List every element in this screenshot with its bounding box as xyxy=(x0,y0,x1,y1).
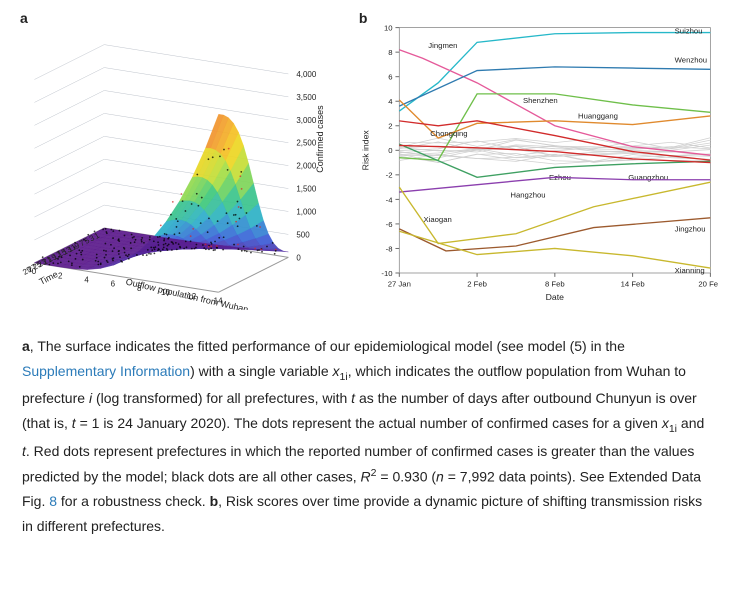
svg-text:-10: -10 xyxy=(381,269,392,278)
svg-text:2,500: 2,500 xyxy=(296,139,317,148)
svg-text:8 Feb: 8 Feb xyxy=(545,280,565,289)
panel-b: b -10 -8 -6 -4 -2 0 2 4 6 8 10 27 Jan 2 Feb 8 Feb 14 F… xyxy=(351,8,718,310)
caption-var: R xyxy=(361,468,371,484)
svg-text:27 Jan: 27 Jan xyxy=(388,280,411,289)
svg-text:1,000: 1,000 xyxy=(296,207,317,216)
svg-text:4: 4 xyxy=(388,97,393,106)
caption-a-label: a xyxy=(22,338,30,354)
svg-text:10: 10 xyxy=(384,24,393,33)
svg-text:Hangzhou: Hangzhou xyxy=(510,191,545,200)
svg-text:6: 6 xyxy=(111,280,116,289)
caption-sub: 1i xyxy=(340,371,348,383)
svg-text:8: 8 xyxy=(388,48,392,57)
svg-text:Jingmen: Jingmen xyxy=(428,41,457,50)
svg-text:Shenzhen: Shenzhen xyxy=(523,96,558,105)
panel-a-svg: 0 500 1,000 1,500 2,000 2,500 3,000 3,500 4,000 C… xyxy=(12,8,351,310)
svg-text:Outflow population from Wuhan: Outflow population from Wuhan xyxy=(125,277,250,310)
panel-a: a 0 500 1,000 1,500 2,000 2,500 3,000 3,500 4,00… xyxy=(12,8,351,310)
svg-text:Wenzhou: Wenzhou xyxy=(675,55,707,64)
caption-b-label: b xyxy=(210,493,219,509)
svg-text:-6: -6 xyxy=(386,220,393,229)
svg-text:4,000: 4,000 xyxy=(296,70,317,79)
figure-caption: a, The surface indicates the fitted perf… xyxy=(0,310,730,549)
svg-text:-2: -2 xyxy=(386,171,393,180)
svg-text:-8: -8 xyxy=(386,244,393,253)
svg-text:4: 4 xyxy=(84,275,89,284)
svg-text:3,000: 3,000 xyxy=(296,116,317,125)
caption-text: ) with a single variable xyxy=(190,363,332,379)
svg-text:1,500: 1,500 xyxy=(296,185,317,194)
caption-sub: 1i xyxy=(669,423,677,435)
svg-text:Xiaogan: Xiaogan xyxy=(423,215,451,224)
svg-text:Confirmed cases: Confirmed cases xyxy=(315,105,325,173)
caption-text: for a robustness check. xyxy=(57,493,210,509)
caption-text: and xyxy=(677,415,704,431)
svg-text:Suizhou: Suizhou xyxy=(675,26,703,35)
svg-text:Date: Date xyxy=(546,292,565,302)
svg-text:Guangzhou: Guangzhou xyxy=(628,173,668,182)
svg-text:2: 2 xyxy=(58,271,63,280)
caption-var: n xyxy=(436,468,444,484)
svg-text:3,500: 3,500 xyxy=(296,93,317,102)
caption-var: x xyxy=(333,363,340,379)
svg-text:2 Feb: 2 Feb xyxy=(467,280,487,289)
caption-text: (log transformed) for all prefectures, w… xyxy=(92,390,351,406)
caption-text: , The surface indicates the fitted perfo… xyxy=(30,338,625,354)
svg-text:6: 6 xyxy=(388,73,392,82)
svg-text:20 Feb: 20 Feb xyxy=(698,280,718,289)
svg-text:0: 0 xyxy=(296,253,301,262)
figure-row: a 0 500 1,000 1,500 2,000 2,500 3,000 3,500 4,00… xyxy=(0,0,730,310)
caption-text: = 1 is 24 January 2020). The dots repres… xyxy=(76,415,662,431)
svg-text:Jingzhou: Jingzhou xyxy=(675,224,706,233)
panel-a-label: a xyxy=(20,10,28,26)
svg-text:-4: -4 xyxy=(386,195,394,204)
caption-text: = 0.930 ( xyxy=(376,468,436,484)
svg-text:0: 0 xyxy=(388,146,392,155)
caption-var: x xyxy=(662,415,669,431)
svg-text:Xianning: Xianning xyxy=(675,266,705,275)
svg-text:2,000: 2,000 xyxy=(296,162,317,171)
panel-b-svg: -10 -8 -6 -4 -2 0 2 4 6 8 10 27 Jan 2 Feb 8 Feb 14 Feb… xyxy=(351,8,718,310)
svg-text:Huanggang: Huanggang xyxy=(578,111,618,120)
supplementary-link[interactable]: Supplementary Information xyxy=(22,363,190,379)
extended-fig-link[interactable]: 8 xyxy=(49,493,57,509)
svg-text:14 Feb: 14 Feb xyxy=(620,280,644,289)
svg-text:Risk index: Risk index xyxy=(360,130,370,171)
svg-text:Time: Time xyxy=(38,269,60,287)
svg-text:2: 2 xyxy=(388,122,392,131)
svg-text:500: 500 xyxy=(296,230,310,239)
svg-text:Chongqing: Chongqing xyxy=(430,129,467,138)
panel-b-label: b xyxy=(359,10,368,26)
